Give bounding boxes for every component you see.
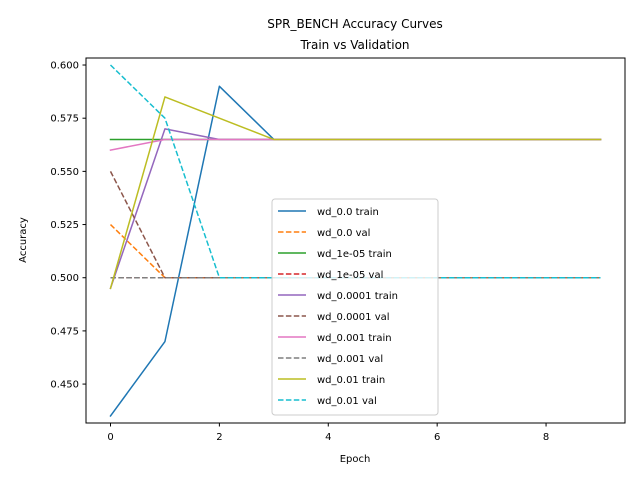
legend-label-8: wd_0.01 train — [317, 375, 385, 386]
x-tick-label-0: 0 — [107, 432, 113, 443]
y-axis-label: Accuracy — [18, 217, 29, 263]
y-tick-label-5: 0.575 — [50, 114, 79, 125]
chart-subtitle: Train vs Validation — [299, 38, 409, 52]
legend-label-4: wd_0.0001 train — [317, 291, 398, 302]
series-line-8 — [109, 96, 602, 290]
legend-label-9: wd_0.01 val — [317, 396, 377, 407]
y-tick-label-3: 0.525 — [50, 220, 79, 231]
legend-label-1: wd_0.0 val — [317, 228, 370, 239]
y-tick-label-0: 0.450 — [50, 380, 79, 391]
x-tick-label-2: 4 — [325, 432, 331, 443]
x-tick-label-1: 2 — [216, 432, 222, 443]
chart-title: SPR_BENCH Accuracy Curves — [267, 17, 442, 31]
x-tick-label-4: 8 — [543, 432, 549, 443]
x-tick-label-3: 6 — [434, 432, 440, 443]
legend-label-7: wd_0.001 val — [317, 354, 383, 365]
legend-frame — [271, 198, 439, 416]
y-axis-ticks: 0.450 0.475 0.500 0.525 0.550 0.575 0.600 — [50, 61, 86, 391]
y-tick-label-6: 0.600 — [50, 61, 79, 72]
y-tick-label-4: 0.550 — [50, 167, 79, 178]
y-tick-label-2: 0.500 — [50, 273, 79, 284]
legend-label-0: wd_0.0 train — [317, 207, 379, 218]
legend-label-6: wd_0.001 train — [317, 333, 392, 344]
plot-frame — [85, 57, 626, 424]
legend: wd_0.0 train wd_0.0 val wd_1e-05 train wd_1… — [271, 198, 439, 416]
x-axis-label: Epoch — [340, 454, 371, 465]
y-tick-label-1: 0.475 — [50, 326, 79, 337]
x-axis-ticks: 0 2 4 6 8 — [107, 423, 549, 443]
legend-label-2: wd_1e-05 train — [317, 249, 392, 260]
legend-label-5: wd_0.0001 val — [317, 312, 390, 323]
legend-label-3: wd_1e-05 val — [317, 270, 383, 281]
